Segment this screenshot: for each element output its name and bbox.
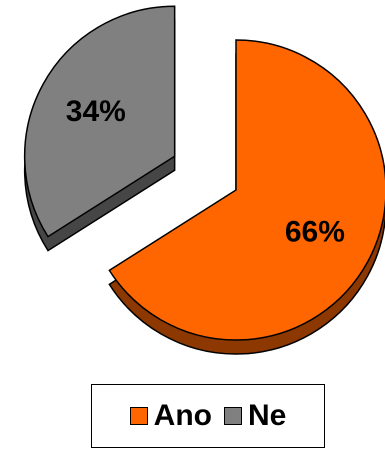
legend-item-ne: Ne (223, 399, 287, 433)
legend-swatch-ano (129, 407, 148, 425)
legend-item-ano: Ano (129, 399, 212, 433)
legend: Ano Ne (91, 384, 325, 448)
pie-label-ano: 66% (285, 215, 345, 248)
legend-swatch-ne (223, 407, 242, 425)
pie-label-ne: 34% (66, 95, 126, 128)
pie-slice-ne (23, 5, 176, 238)
pie-slice-ano (108, 39, 385, 341)
legend-label-ne: Ne (247, 399, 287, 432)
legend-label-ano: Ano (153, 399, 212, 432)
